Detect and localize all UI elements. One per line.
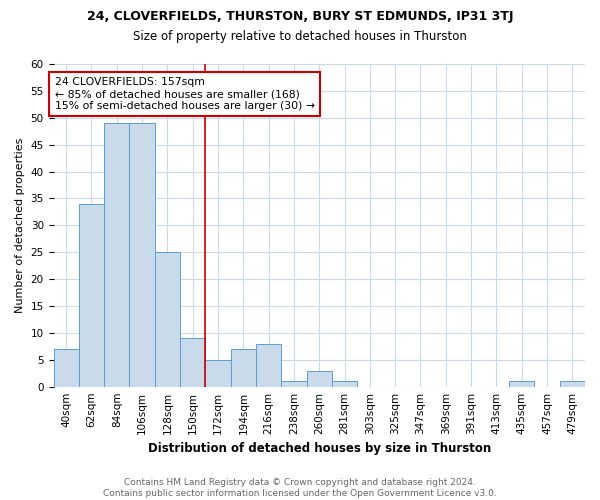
Bar (79, 204, 104, 386)
Text: 24 CLOVERFIELDS: 157sqm
← 85% of detached houses are smaller (168)
15% of semi-d: 24 CLOVERFIELDS: 157sqm ← 85% of detache… (55, 78, 315, 110)
Bar (560, 382, 585, 386)
Bar (256, 344, 281, 386)
Bar (53, 349, 79, 387)
Text: 24, CLOVERFIELDS, THURSTON, BURY ST EDMUNDS, IP31 3TJ: 24, CLOVERFIELDS, THURSTON, BURY ST EDMU… (87, 10, 513, 23)
Text: Contains HM Land Registry data © Crown copyright and database right 2024.
Contai: Contains HM Land Registry data © Crown c… (103, 478, 497, 498)
X-axis label: Distribution of detached houses by size in Thurston: Distribution of detached houses by size … (148, 442, 491, 455)
Bar (332, 382, 357, 386)
Bar (180, 338, 205, 386)
Bar (307, 370, 332, 386)
Y-axis label: Number of detached properties: Number of detached properties (15, 138, 25, 313)
Bar (230, 349, 256, 387)
Bar (281, 382, 307, 386)
Bar (509, 382, 535, 386)
Text: Size of property relative to detached houses in Thurston: Size of property relative to detached ho… (133, 30, 467, 43)
Bar (104, 123, 130, 386)
Bar (155, 252, 180, 386)
Bar (205, 360, 230, 386)
Bar (130, 123, 155, 386)
